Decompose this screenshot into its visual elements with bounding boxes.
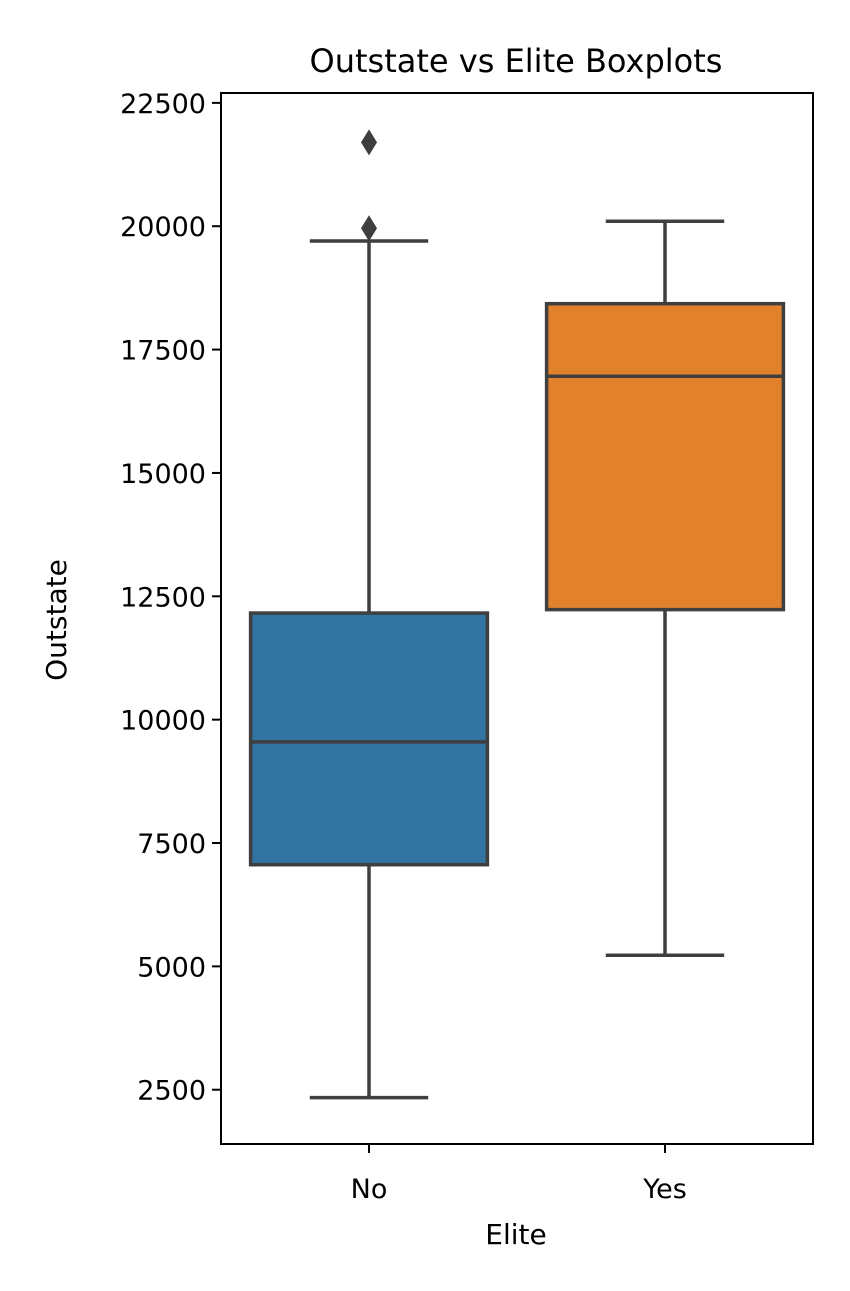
- box-yes: [544, 301, 786, 612]
- y-tick-label: 12500: [120, 582, 206, 613]
- y-tick-label: 17500: [120, 336, 206, 367]
- x-tick-label-yes: Yes: [642, 1174, 687, 1205]
- chart-title: Outstate vs Elite Boxplots: [310, 42, 723, 80]
- y-tick-label: 20000: [120, 212, 206, 243]
- box-no: [248, 611, 490, 867]
- y-tick-label: 5000: [137, 952, 206, 983]
- outlier-point-no-2: [361, 129, 377, 156]
- y-tick-label: 2500: [137, 1076, 206, 1107]
- x-axis-title: Elite: [485, 1218, 546, 1251]
- y-tick-label: 10000: [120, 706, 206, 737]
- y-tick-label: 22500: [120, 89, 206, 120]
- y-tick-label: 15000: [120, 459, 206, 490]
- y-tick-label: 7500: [137, 829, 206, 860]
- x-tick-label-no: No: [351, 1174, 388, 1205]
- y-axis-title: Outstate: [40, 559, 73, 681]
- axes: 2500 5000 7500 10000 12500 15000 17500 20000 225…: [120, 89, 814, 1205]
- outlier-point-no-1: [361, 215, 377, 242]
- plot-frame: [220, 92, 814, 1145]
- plot-area: [248, 129, 786, 1100]
